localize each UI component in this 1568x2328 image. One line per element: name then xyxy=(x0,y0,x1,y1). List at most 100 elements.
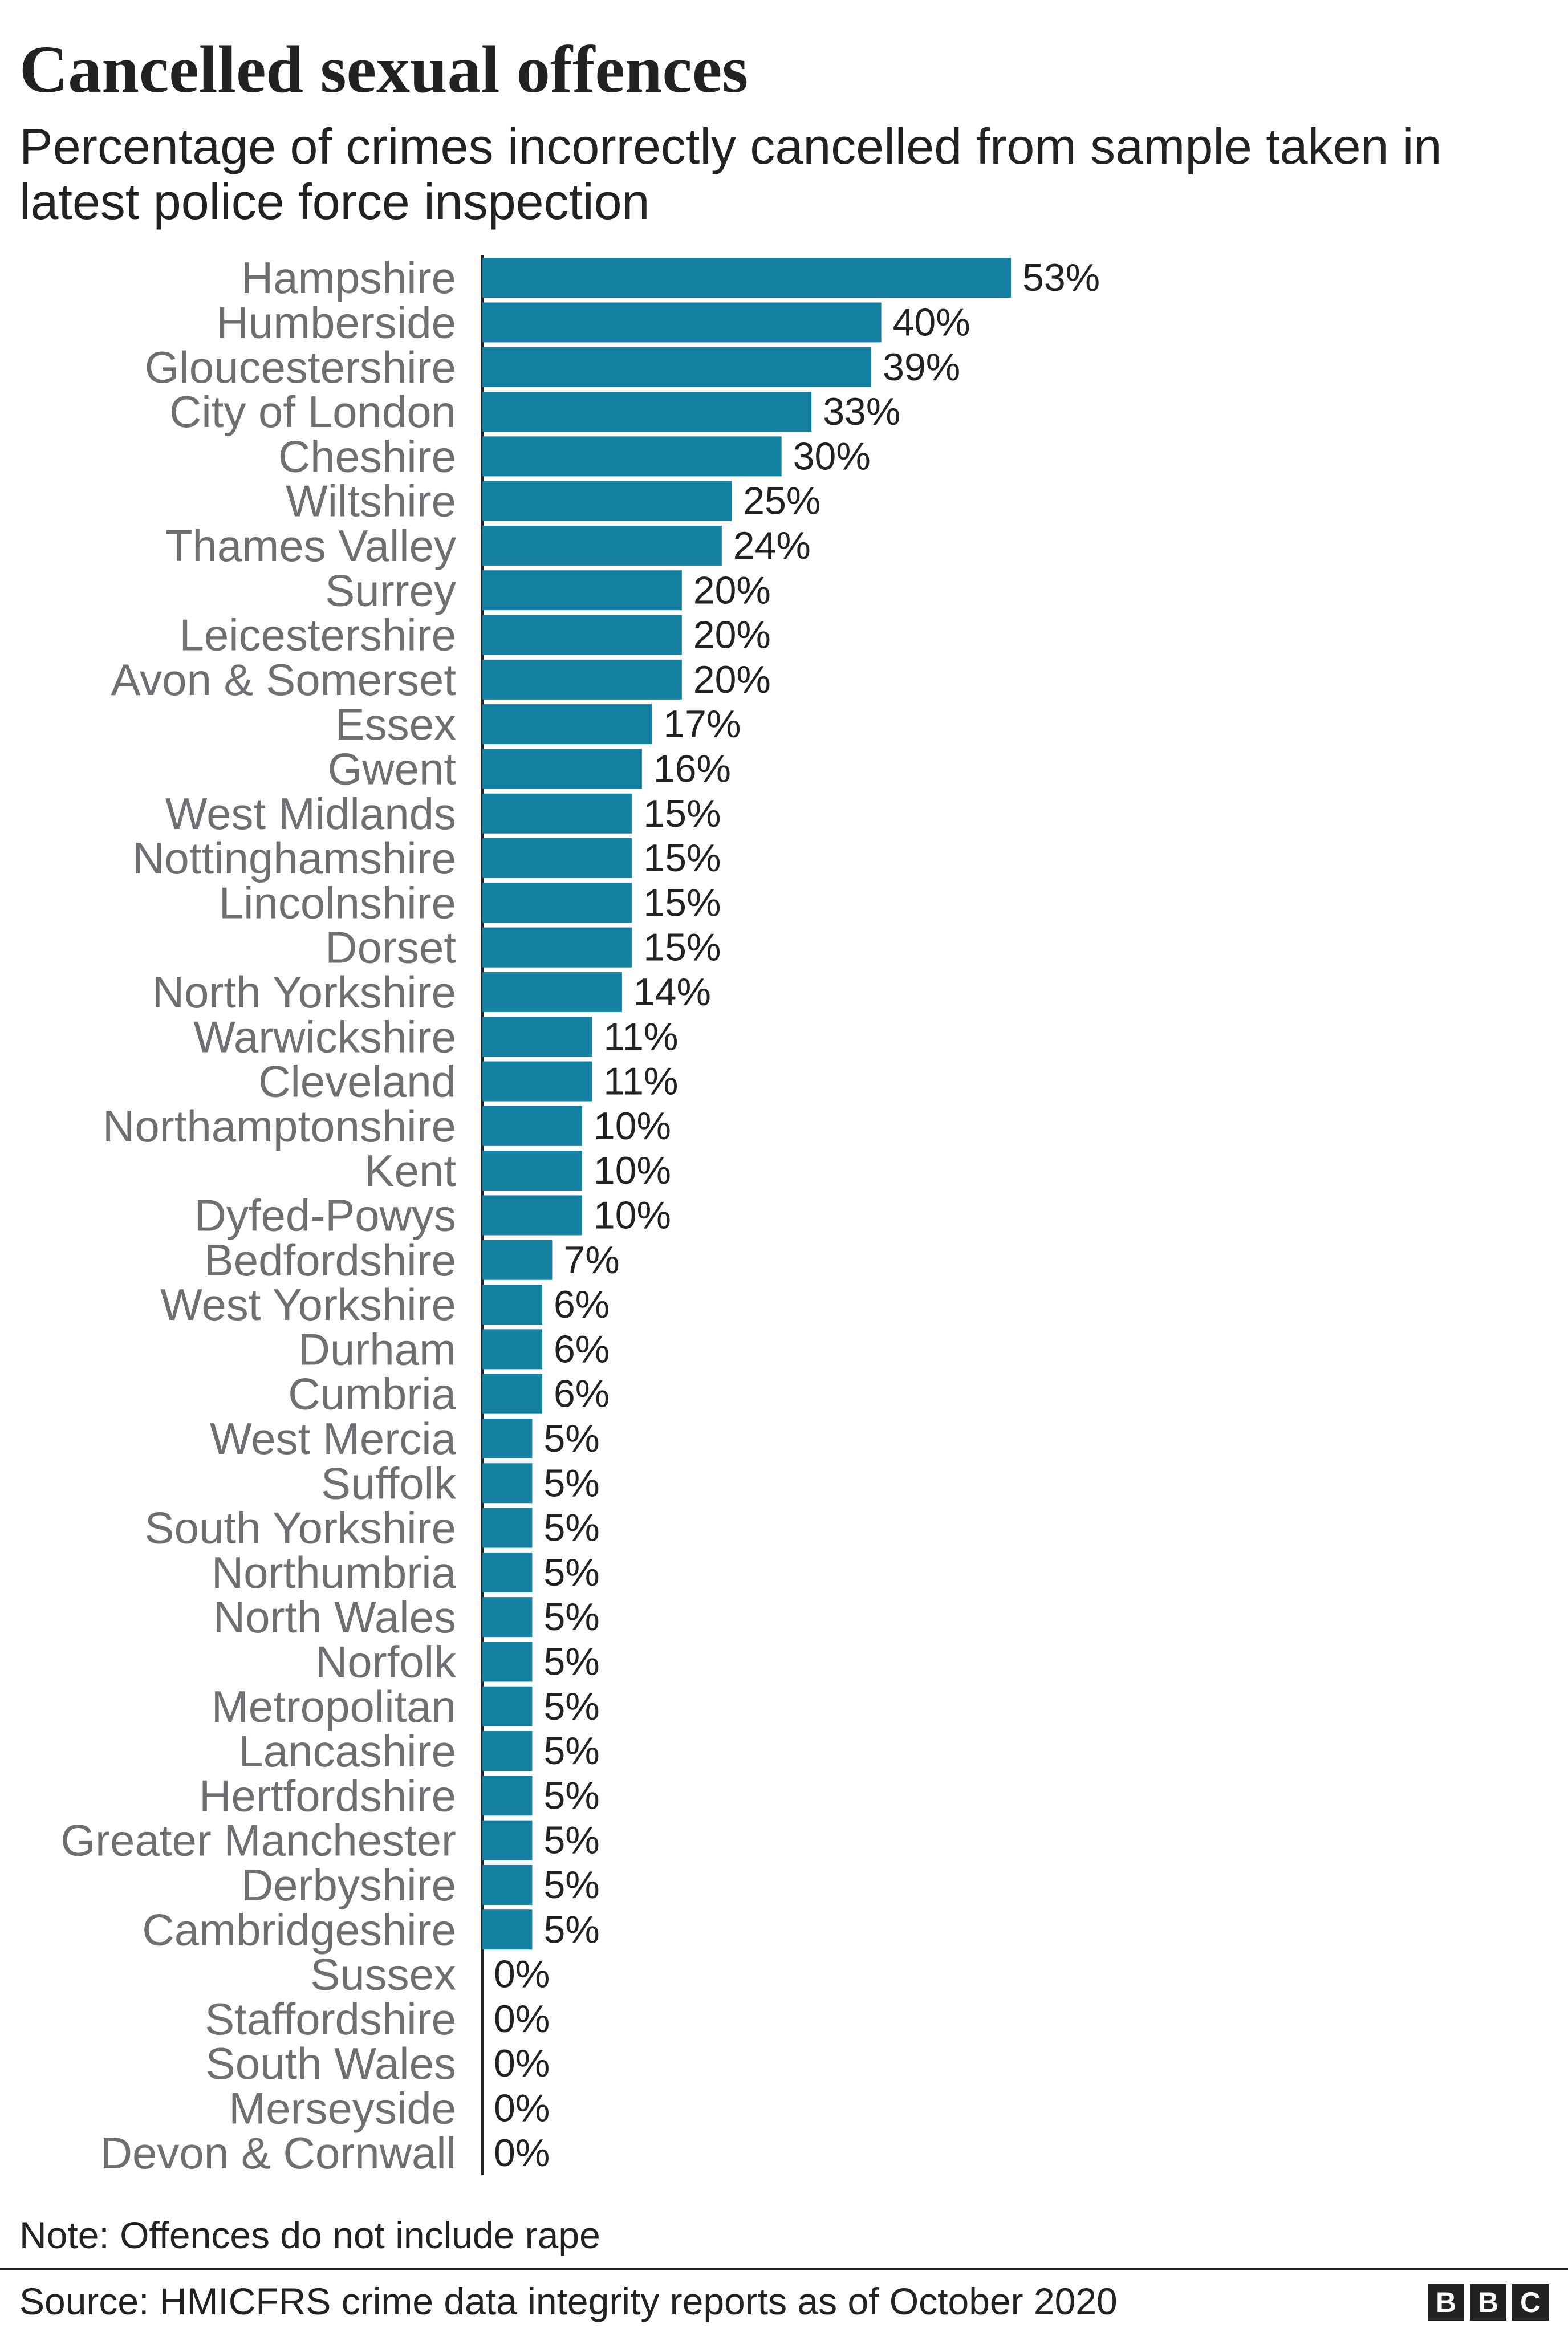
category-label: Cheshire xyxy=(278,431,456,481)
category-label: Nottinghamshire xyxy=(132,833,456,883)
value-label: 5% xyxy=(543,1863,599,1907)
bar xyxy=(482,481,732,521)
bbc-logo: B B C xyxy=(1428,2284,1549,2321)
value-label: 30% xyxy=(793,434,871,478)
bar xyxy=(482,1909,533,1950)
category-label: West Yorkshire xyxy=(160,1279,456,1330)
bar xyxy=(482,525,722,566)
value-label: 5% xyxy=(543,1417,599,1460)
value-label: 15% xyxy=(643,792,721,835)
category-label: Leicestershire xyxy=(179,610,456,660)
value-label: 5% xyxy=(543,1506,599,1550)
category-label: West Mercia xyxy=(210,1413,457,1464)
bar xyxy=(482,838,632,879)
value-label: 11% xyxy=(603,1060,678,1103)
bar xyxy=(482,615,682,655)
value-label: 5% xyxy=(543,1595,599,1639)
category-label: North Yorkshire xyxy=(152,967,456,1017)
source-text: Source: HMICFRS crime data integrity rep… xyxy=(19,2280,1118,2322)
value-label: 5% xyxy=(543,1551,599,1594)
value-label: 5% xyxy=(543,1908,599,1951)
value-label: 33% xyxy=(823,390,900,433)
bar xyxy=(482,436,782,477)
category-label: Greater Manchester xyxy=(60,1815,456,1866)
value-label: 7% xyxy=(563,1238,619,1282)
value-label: 20% xyxy=(693,568,771,612)
value-label: 0% xyxy=(494,1997,550,2041)
bar xyxy=(482,302,882,343)
chart-subtitle: Percentage of crimes incorrectly cancell… xyxy=(19,118,1442,230)
value-label: 0% xyxy=(494,1953,550,1996)
bar xyxy=(482,749,642,789)
value-label: 15% xyxy=(643,881,721,924)
category-label: Wiltshire xyxy=(286,476,456,526)
value-label: 6% xyxy=(554,1283,610,1326)
value-label: 5% xyxy=(543,1729,599,1773)
value-label: 53% xyxy=(1022,256,1100,299)
bar xyxy=(482,1374,542,1414)
category-label: Norfolk xyxy=(315,1636,457,1687)
category-label: Hampshire xyxy=(241,253,456,303)
footer-divider xyxy=(0,2268,1568,2270)
value-label: 39% xyxy=(883,346,960,389)
category-label: Staffordshire xyxy=(205,1994,456,2044)
value-label: 5% xyxy=(543,1685,599,1728)
category-label: Cambridgeshire xyxy=(142,1904,456,1955)
bar xyxy=(482,1329,542,1370)
bar xyxy=(482,1642,533,1682)
category-label: Lancashire xyxy=(238,1726,456,1776)
bar xyxy=(482,1061,592,1102)
value-label: 15% xyxy=(643,836,721,880)
bar xyxy=(482,972,622,1012)
category-label: Warwickshire xyxy=(193,1011,456,1062)
bar xyxy=(482,1285,542,1325)
bar xyxy=(482,570,682,611)
value-label: 5% xyxy=(543,1774,599,1817)
category-label: Cumbria xyxy=(288,1369,456,1419)
category-label: Devon & Cornwall xyxy=(100,2128,456,2178)
chart-title: Cancelled sexual offences xyxy=(19,32,749,107)
category-label: Northamptonshire xyxy=(103,1101,456,1151)
bar xyxy=(482,1463,533,1504)
bar xyxy=(482,1597,533,1638)
category-label: Avon & Somerset xyxy=(111,655,456,705)
bbc-logo-letter-1: B xyxy=(1428,2284,1464,2321)
value-label: 5% xyxy=(543,1640,599,1683)
value-label: 10% xyxy=(594,1149,671,1192)
category-label: Northumbria xyxy=(212,1547,457,1598)
value-label: 15% xyxy=(643,926,721,969)
category-label: City of London xyxy=(169,387,456,437)
category-label: Gwent xyxy=(328,744,457,794)
value-label: 14% xyxy=(633,970,711,1014)
bbc-logo-letter-3: C xyxy=(1512,2284,1549,2321)
bar xyxy=(482,1240,553,1280)
category-label: Gloucestershire xyxy=(145,342,456,392)
chart-note: Note: Offences do not include rape xyxy=(19,2214,600,2256)
bar xyxy=(482,704,652,745)
bar xyxy=(482,1418,533,1458)
value-label: 16% xyxy=(653,747,731,790)
bar xyxy=(482,1151,582,1191)
bar xyxy=(482,392,812,432)
bar xyxy=(482,1864,533,1905)
bar xyxy=(482,1195,582,1236)
category-label: Metropolitan xyxy=(212,1681,456,1732)
category-label: West Midlands xyxy=(165,789,456,839)
category-label: Bedfordshire xyxy=(204,1235,456,1285)
bar xyxy=(482,1508,533,1548)
value-label: 6% xyxy=(554,1372,610,1416)
bar xyxy=(482,347,872,387)
value-label: 40% xyxy=(893,300,970,344)
value-label: 20% xyxy=(693,614,771,657)
bar xyxy=(482,1552,533,1592)
value-label: 0% xyxy=(494,2086,550,2130)
value-label: 10% xyxy=(594,1104,671,1148)
category-label: Humberside xyxy=(216,297,456,347)
value-label: 17% xyxy=(663,702,741,746)
bar xyxy=(482,1686,533,1726)
category-label: Kent xyxy=(365,1145,457,1196)
category-label: Lincolnshire xyxy=(219,877,456,928)
category-label: South Yorkshire xyxy=(145,1503,456,1553)
category-label: Durham xyxy=(298,1324,456,1374)
bar xyxy=(482,659,682,700)
